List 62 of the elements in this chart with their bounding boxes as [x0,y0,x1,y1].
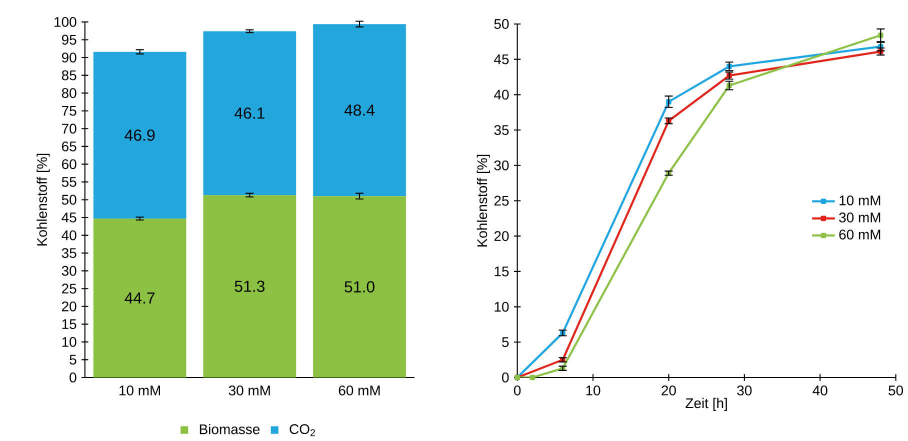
data-label: 48.4 [344,104,375,116]
legend-label: 10 mM [840,195,880,206]
y-tick-label: 80 [62,88,76,98]
bar [203,31,296,195]
legend-label: 60 mM [839,229,880,240]
y-tick-label: 30 [62,266,76,276]
bar [313,196,406,378]
y-tick-label: 5 [70,354,76,364]
x-tick-label: 20 [662,385,676,396]
x-tick-label: 10 mM [120,385,160,396]
y-tick-label: 75 [62,106,76,116]
bar [203,194,296,378]
data-label: 46.9 [124,129,155,141]
x-tick-label: 10 [586,385,600,396]
y-tick-label: 10 [494,302,509,312]
y-tick-label: 50 [494,18,509,29]
y-tick-label: 40 [62,230,76,240]
y-tick-label: 10 [62,336,76,347]
x-tick-label: 60 mM [338,385,380,396]
data-label: 44.7 [124,292,155,304]
x-axis-title: Zeit [h] [686,398,727,411]
y-axis-title: Kohlenstoff [%] [476,154,490,246]
y-tick-label: 25 [494,196,509,206]
y-tick-label: 65 [62,141,76,152]
x-tick-label: 50 [888,385,904,396]
y-tick-label: 0 [502,372,509,382]
y-tick-label: 40 [494,90,509,100]
y-axis-title: Kohlenstoff [%] [36,154,50,246]
y-tick-label: 20 [62,301,76,312]
y-tick-label: 35 [62,248,76,258]
x-tick-label: 30 mM [228,385,270,396]
bar [93,218,186,378]
legend-label: Biomasse [200,424,260,434]
y-tick-label: 35 [494,124,509,135]
y-tick-label: 20 [494,230,509,241]
x-tick-label: 0 [514,385,521,396]
data-label: 46.1 [234,107,264,119]
x-tick-label: 40 [812,385,828,396]
y-tick-label: 55 [62,176,76,187]
bar [313,24,406,196]
data-label: 51.0 [344,280,374,292]
legend-label: CO$_{2}$ [290,424,315,436]
y-tick-label: 15 [62,319,76,329]
x-tick-label: 30 [737,385,752,396]
y-tick-label: 90 [62,52,76,62]
y-tick-label: 70 [62,123,76,134]
y-tick-label: 85 [62,70,76,80]
y-tick-label: 25 [62,283,76,294]
y-tick-label: 5 [502,337,509,347]
y-tick-label: 95 [62,34,76,45]
y-tick-label: 0 [70,372,76,382]
y-tick-label: 50 [62,194,76,204]
legend-label: 30 mM [839,212,880,222]
y-tick-label: 45 [494,54,509,64]
y-tick-label: 30 [494,160,509,170]
y-tick-label: 100 [54,16,76,27]
data-label: 51.3 [234,280,265,292]
y-tick-label: 60 [62,159,76,169]
point [530,374,536,380]
bar [93,52,186,218]
y-tick-label: 15 [494,266,509,276]
y-tick-label: 45 [62,212,76,222]
